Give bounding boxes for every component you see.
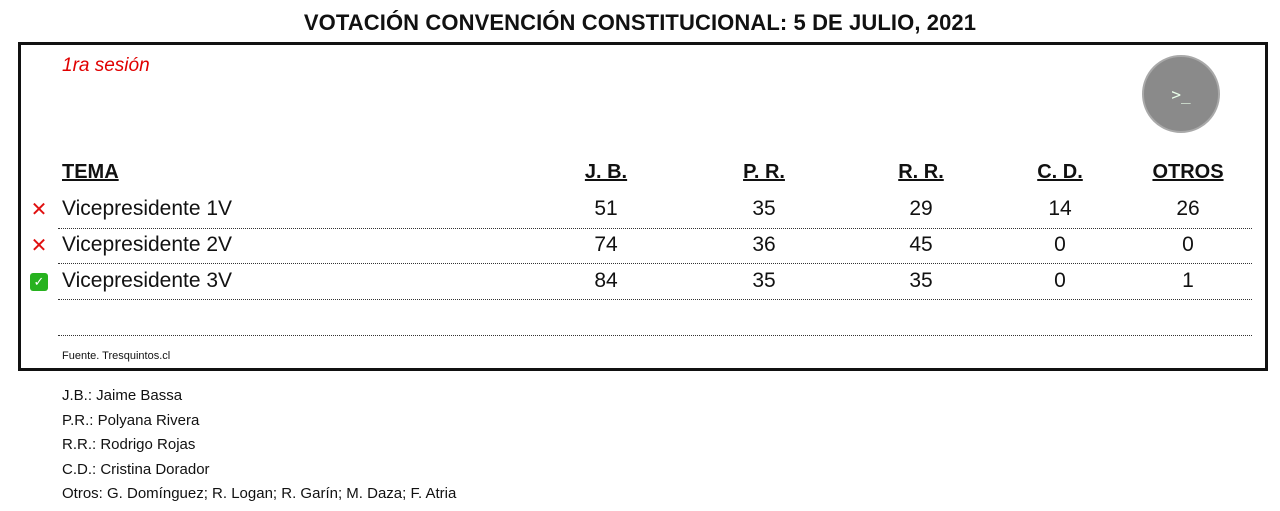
row-jb: 74 xyxy=(594,233,618,256)
row-otros: 1 xyxy=(1182,269,1194,292)
terminal-button[interactable]: >_ xyxy=(1142,55,1220,133)
row-tema: Vicepresidente 1V xyxy=(62,197,233,220)
row-rr: 29 xyxy=(909,197,933,220)
row-pr: 35 xyxy=(752,197,776,220)
row-divider xyxy=(58,299,1252,300)
rejected-icon: ✕ xyxy=(30,234,48,257)
header-otros: OTROS xyxy=(1152,161,1224,183)
session-label: 1ra sesión xyxy=(62,55,150,76)
row-rr: 45 xyxy=(909,233,933,256)
row-jb: 51 xyxy=(594,197,618,220)
rejected-icon: ✕ xyxy=(30,198,48,221)
source-note: Fuente. Tresquintos.cl xyxy=(62,350,171,362)
row-cd: 0 xyxy=(1054,269,1066,292)
row-otros: 26 xyxy=(1176,197,1200,220)
header-rr: R. R. xyxy=(898,161,944,183)
abbreviation-legend: J.B.: Jaime Bassa P.R.: Polyana Rivera R… xyxy=(62,384,456,507)
legend-item: R.R.: Rodrigo Rojas xyxy=(62,436,196,453)
approved-check-icon: ✓ xyxy=(30,273,48,291)
row-pr: 35 xyxy=(752,269,776,292)
header-jb: J. B. xyxy=(584,161,628,183)
row-rr: 35 xyxy=(909,269,933,292)
header-cd: C. D. xyxy=(1037,161,1083,183)
row-divider xyxy=(58,263,1252,264)
row-cd: 14 xyxy=(1048,197,1072,220)
row-otros: 0 xyxy=(1182,233,1194,256)
row-divider xyxy=(58,335,1252,336)
page-title: VOTACIÓN CONVENCIÓN CONSTITUCIONAL: 5 DE… xyxy=(303,10,977,35)
row-jb: 84 xyxy=(594,269,618,292)
row-tema: Vicepresidente 3V xyxy=(62,269,233,292)
row-divider xyxy=(58,228,1252,229)
header-pr: P. R. xyxy=(743,161,785,183)
terminal-icon: >_ xyxy=(1171,84,1191,104)
legend-item: P.R.: Polyana Rivera xyxy=(62,411,200,429)
legend-item: Otros: G. Domínguez; R. Logan; R. Garín;… xyxy=(62,485,457,502)
legend-item: C.D.: Cristina Dorador xyxy=(62,460,210,478)
row-pr: 36 xyxy=(752,233,776,256)
vote-table-frame xyxy=(18,42,1268,371)
legend-item: J.B.: Jaime Bassa xyxy=(62,387,183,404)
header-tema: TEMA xyxy=(62,161,119,183)
row-cd: 0 xyxy=(1054,233,1066,256)
row-tema: Vicepresidente 2V xyxy=(62,233,233,256)
